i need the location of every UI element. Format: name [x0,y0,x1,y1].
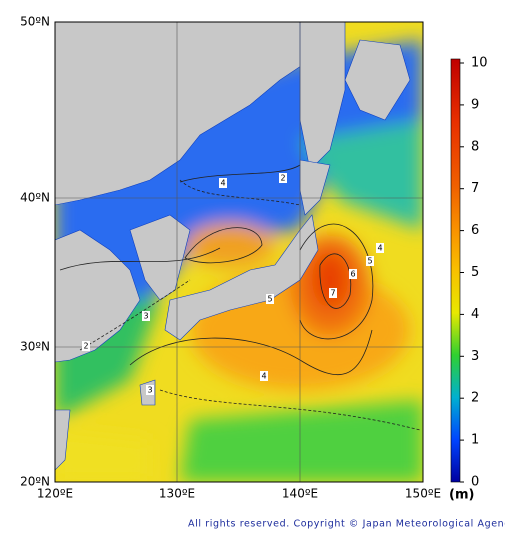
lon-label: 150ºE [405,487,441,501]
lat-label: 40ºN [20,191,50,205]
contour-label-bg [266,294,274,304]
colorbar-label: 6 [471,223,479,238]
contour-label: 2 [280,174,285,183]
contour-label: 3 [143,312,148,321]
lon-label: 140ºE [282,487,318,501]
contour-label-bg [219,178,227,188]
contour-label: 4 [220,179,225,188]
colorbar-label: 10 [471,56,488,71]
contour-label-bg [82,341,90,351]
lat-label: 50ºN [20,15,50,29]
contour-label-bg [260,371,268,381]
contour-label: 6 [350,270,355,279]
contour-label: 5 [367,257,372,266]
colorbar-label: 4 [471,307,479,322]
lon-label: 130ºE [159,487,195,501]
colorbar-label: 1 [471,433,479,448]
contour-label: 2 [83,342,88,351]
colorbar-unit: (m) [449,488,474,503]
contour-label-bg [142,311,150,321]
contour-label-bg [146,385,154,395]
contours [59,164,421,431]
contour-label: 4 [261,372,266,381]
colorbar-label: 7 [471,181,479,196]
map-frame [54,21,424,483]
contour-label: 7 [330,289,335,298]
contour-label-bg [279,173,287,183]
graticule [55,22,423,482]
contour-label-bg [366,256,374,266]
lon-label: 120ºE [37,487,73,501]
colorbar-label: 0 [471,475,479,490]
contour-label: 4 [377,244,382,253]
colorbar-label: 5 [471,265,479,280]
colorbar-label: 3 [471,349,479,364]
lat-label: 20ºN [20,475,50,489]
lat-label: 30ºN [20,340,50,354]
contour-label-bg [349,269,357,279]
map-area [55,22,423,482]
contour-label-bg [329,288,337,298]
contour-label: 5 [267,295,272,304]
colorbar-label: 9 [471,97,479,112]
copyright: All rights reserved. Copyright © Japan M… [188,519,505,530]
contour-label: 3 [147,386,152,395]
colorbar-label: 2 [471,391,479,406]
land [55,22,411,471]
colorbar-label: 8 [471,139,479,154]
contour-label-bg [376,243,384,253]
colorbar [450,58,461,483]
